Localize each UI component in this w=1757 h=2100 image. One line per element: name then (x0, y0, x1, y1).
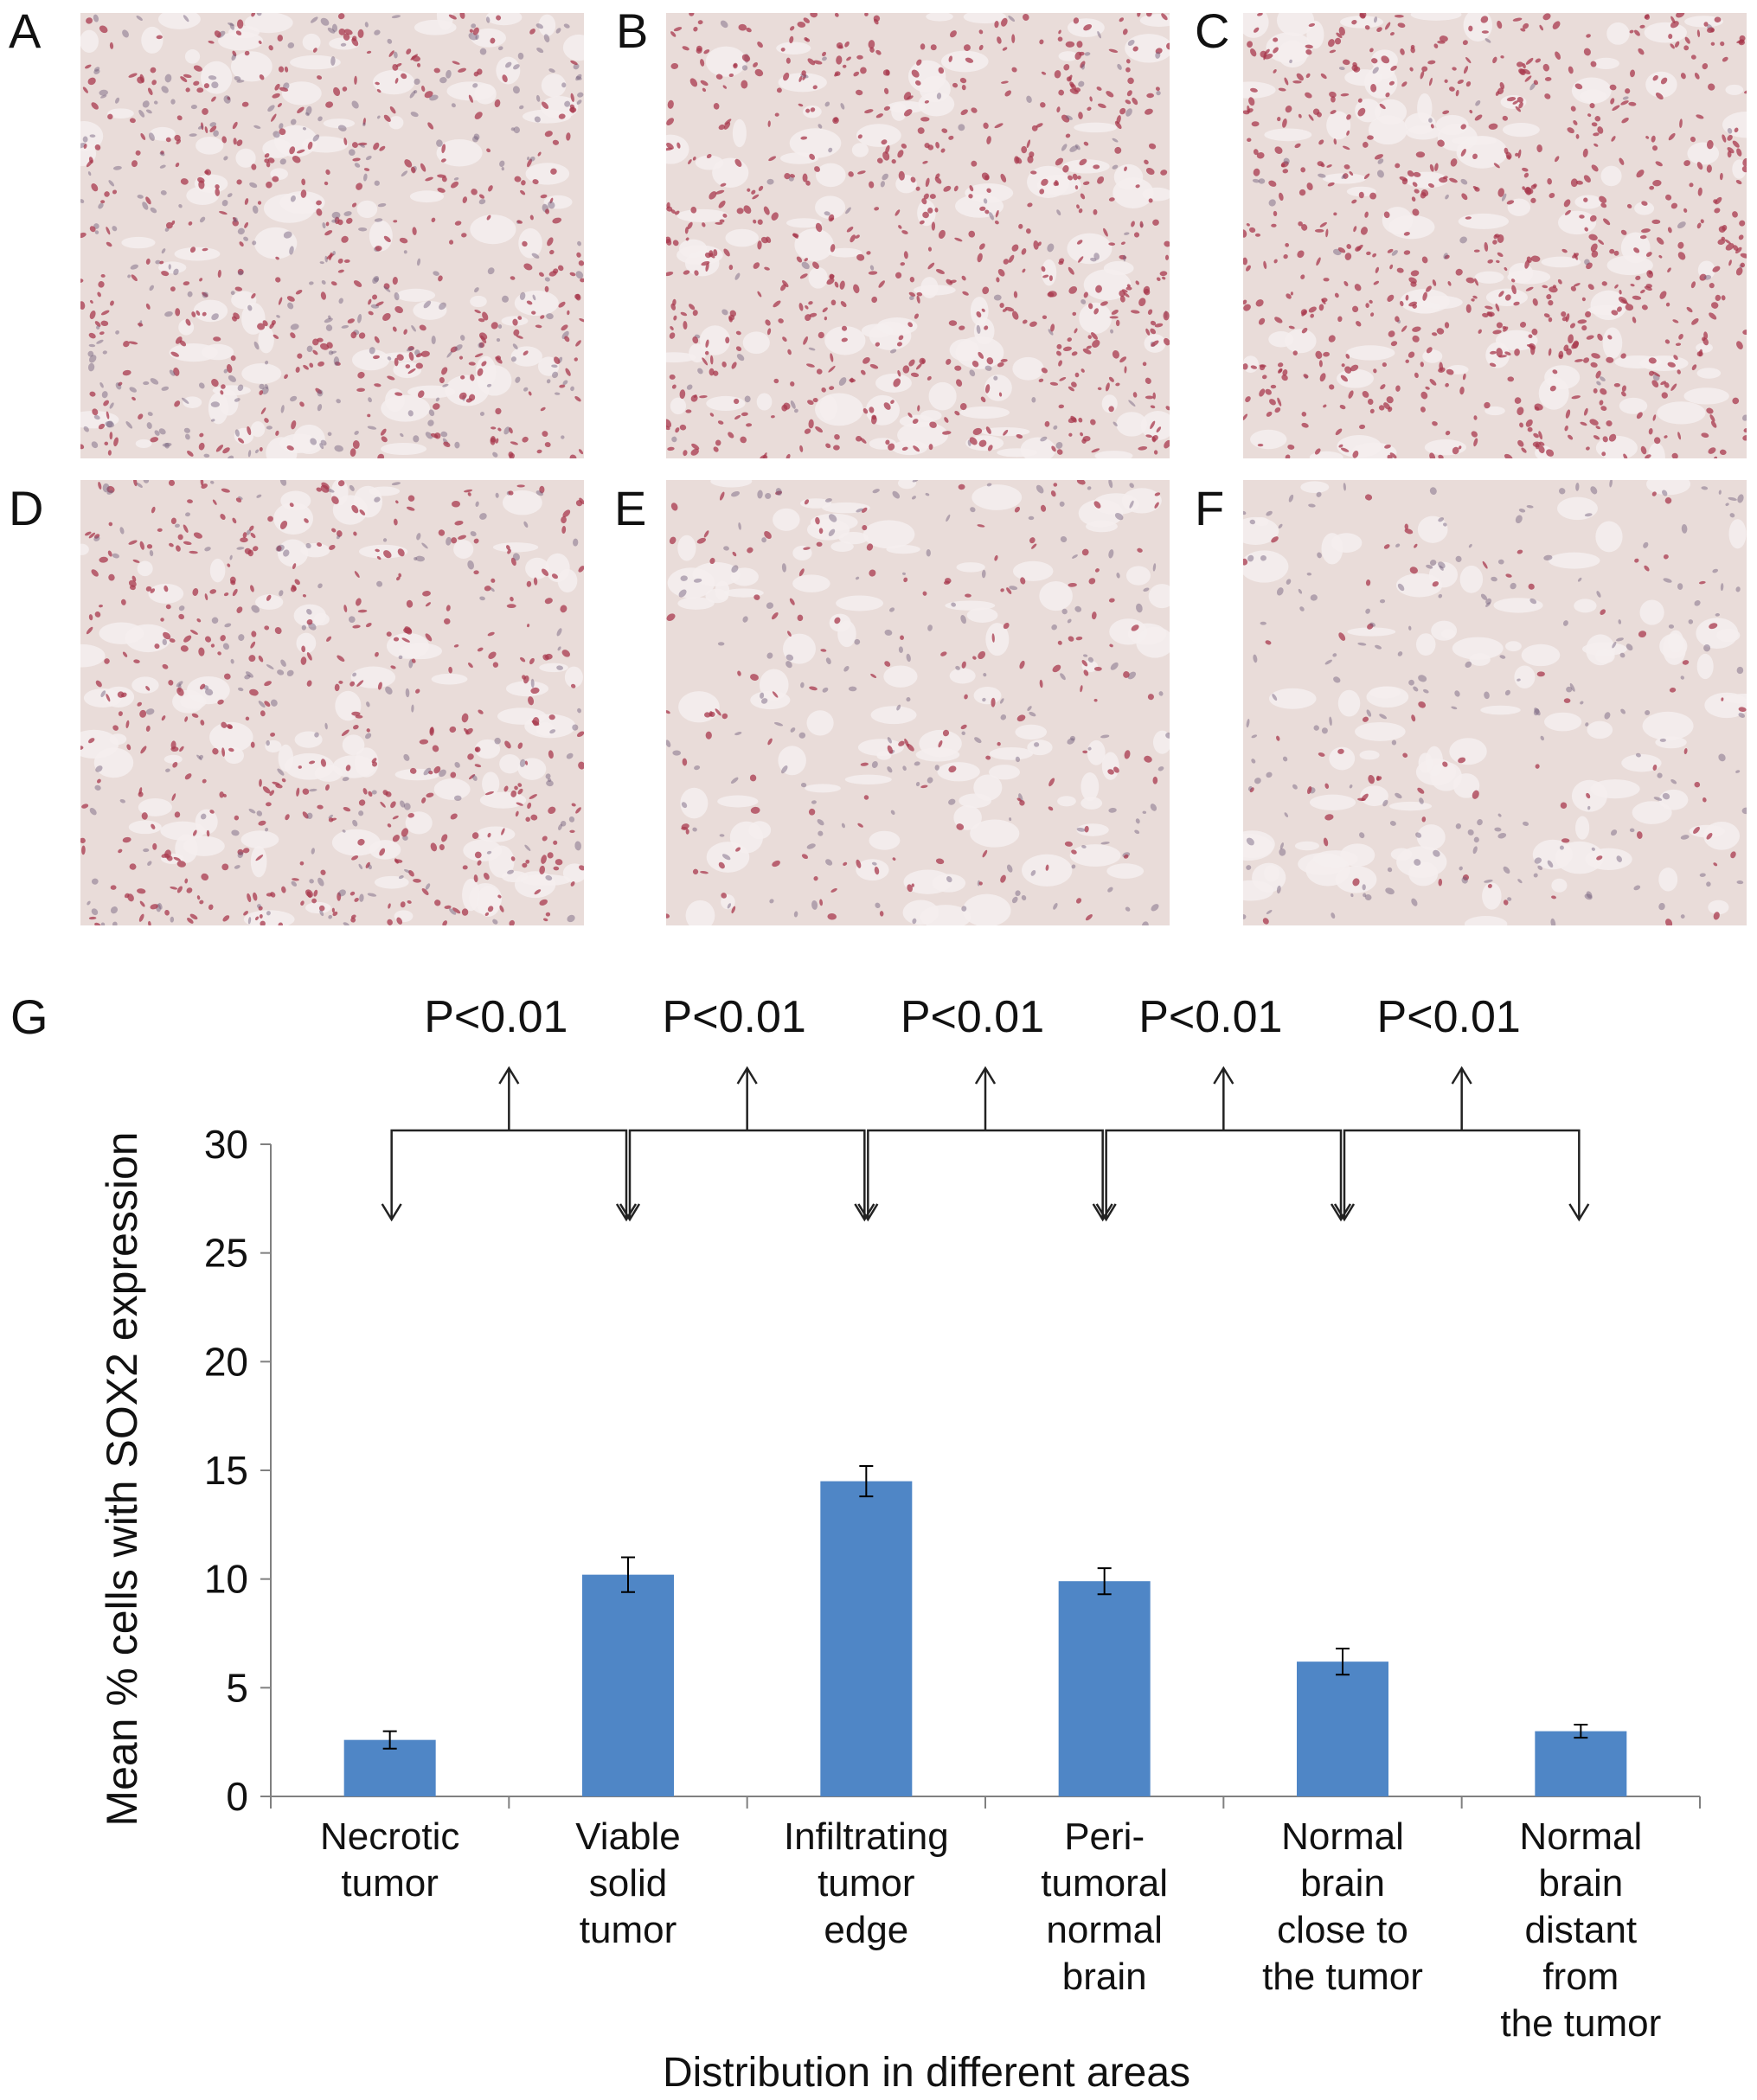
tissue-texture (1243, 13, 1747, 458)
bar (1535, 1731, 1627, 1796)
bar (820, 1481, 913, 1796)
x-category-label: Infiltrating tumor edge (784, 1815, 949, 1951)
micrograph-image (1243, 480, 1747, 925)
significance-bracket: P<0.01 (857, 992, 1113, 1222)
panel-label: G (10, 989, 48, 1044)
p-value-label: P<0.01 (1138, 992, 1282, 1042)
panel-label: F (1195, 481, 1225, 535)
p-value-label: P<0.01 (1377, 992, 1521, 1042)
significance-bracket: P<0.01 (381, 992, 638, 1222)
bar (1297, 1661, 1388, 1796)
significance-brackets: P<0.01 P<0.01 P<0.01 P<0.01 P<0.01 (381, 992, 1590, 1222)
y-axis-label: Mean % cells with SOX2 expression (98, 1131, 146, 1826)
micrograph-image (80, 13, 584, 458)
tissue-texture (666, 13, 1170, 458)
chart-bars (343, 1481, 1627, 1796)
micrograph-image (666, 480, 1170, 925)
y-tick-label: 20 (204, 1339, 248, 1384)
significance-bracket: P<0.01 (1333, 992, 1590, 1222)
y-tick-labels: 0 5 10 15 20 25 30 (204, 1122, 248, 1819)
p-value-label: P<0.01 (901, 992, 1044, 1042)
panel-label: A (9, 3, 42, 58)
micrograph-image (80, 480, 584, 925)
y-tick-label: 0 (226, 1774, 248, 1819)
tissue-texture (1243, 480, 1747, 925)
chart-error-bars (382, 1464, 1588, 1750)
chart-axes (260, 1143, 1701, 1809)
y-tick-label: 10 (204, 1557, 248, 1602)
tissue-texture (80, 480, 584, 925)
x-category-label: Viable solid tumor (575, 1815, 681, 1951)
x-axis-label: Distribution in different areas (663, 2050, 1190, 2096)
y-tick-label: 25 (204, 1231, 248, 1276)
bar (1058, 1581, 1151, 1796)
significance-bracket: P<0.01 (619, 992, 875, 1222)
panel-label: E (614, 481, 647, 535)
bar (582, 1574, 674, 1796)
panel-label: C (1195, 3, 1230, 58)
y-tick-label: 15 (204, 1448, 248, 1493)
p-value-label: P<0.01 (424, 992, 567, 1042)
x-category-label: Necrotic tumor (320, 1815, 459, 1905)
y-tick-label: 5 (226, 1665, 248, 1710)
panel-label: D (9, 481, 44, 535)
significance-bracket: P<0.01 (1095, 992, 1352, 1222)
x-category-label: Normal brain close to the tumor (1262, 1815, 1423, 1998)
bar-chart: G 0 5 10 15 20 25 30 Necrotic tumor Viable solid t… (10, 989, 1701, 2096)
x-category-label: Normal brain distant from the tumor (1500, 1815, 1661, 2045)
x-category-labels: Necrotic tumor Viable solid tumor Infiltratin… (320, 1815, 1661, 2045)
panel-label: B (616, 3, 649, 58)
y-tick-label: 30 (204, 1122, 248, 1167)
x-category-label: Peri-tumoral normal brain (1041, 1815, 1168, 1998)
tissue-texture (666, 480, 1170, 925)
micrograph-image (666, 13, 1170, 458)
tissue-texture (80, 13, 584, 458)
micrograph-image (1243, 13, 1747, 458)
p-value-label: P<0.01 (663, 992, 806, 1042)
